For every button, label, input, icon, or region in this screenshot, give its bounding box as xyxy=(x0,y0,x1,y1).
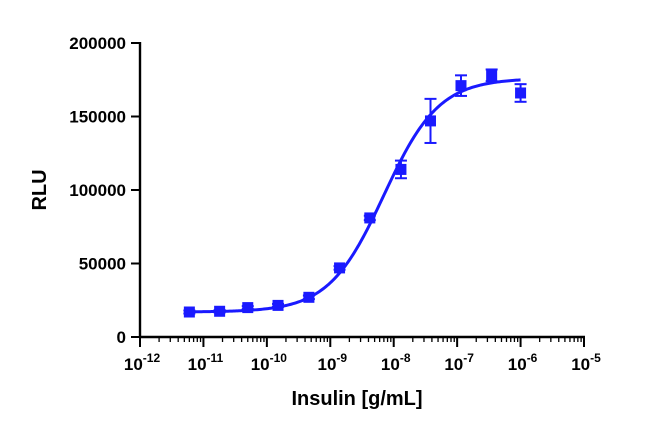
axes xyxy=(138,42,585,339)
x-tick-label: 10-8 xyxy=(381,351,411,374)
data-point xyxy=(395,163,407,175)
x-tick-label: 10-10 xyxy=(251,351,288,374)
fit-layer xyxy=(189,78,521,314)
errorbar-layer xyxy=(183,68,527,315)
x-axis-title: Insulin [g/mL] xyxy=(291,388,422,410)
x-tick-label: 10-12 xyxy=(124,351,161,374)
data-point xyxy=(486,69,498,81)
x-ticks: 10-12 10-11 10-10 10-9 10-8 10-7 10-6 10-5 xyxy=(124,337,601,374)
x-tick-label: 10-11 xyxy=(188,351,224,374)
y-ticks: 0 50000 100000 150000 200000 xyxy=(69,34,140,347)
y-tick-label: 200000 xyxy=(69,34,126,53)
y-tick-label: 100000 xyxy=(69,181,126,200)
y-axis-title: RLU xyxy=(29,169,51,210)
data-point xyxy=(334,262,346,274)
data-point xyxy=(303,291,315,303)
fit-curve xyxy=(189,78,521,314)
point-layer xyxy=(183,69,527,318)
data-point xyxy=(424,115,436,127)
y-tick-label: 150000 xyxy=(69,108,126,127)
x-tick-label: 10-9 xyxy=(317,351,347,374)
data-point xyxy=(515,87,527,99)
y-tick-label: 0 xyxy=(117,328,126,347)
data-point xyxy=(364,212,376,224)
data-point xyxy=(214,305,226,317)
y-tick-label: 50000 xyxy=(79,255,126,274)
x-tick-label: 10-7 xyxy=(444,351,474,374)
data-point xyxy=(455,80,467,92)
x-tick-label: 10-6 xyxy=(508,351,538,374)
data-point xyxy=(183,306,195,318)
data-point xyxy=(242,302,254,314)
data-point xyxy=(272,299,284,311)
x-tick-label: 10-5 xyxy=(571,351,601,374)
